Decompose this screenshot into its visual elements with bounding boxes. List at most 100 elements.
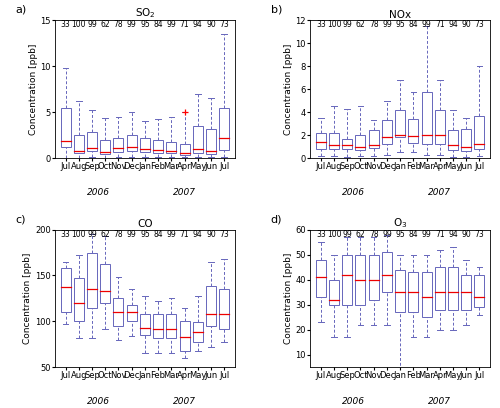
Text: 99: 99 <box>87 230 97 239</box>
Text: 2007: 2007 <box>428 397 452 406</box>
Y-axis label: Concentration [ppb]: Concentration [ppb] <box>28 44 38 135</box>
Text: 90: 90 <box>206 20 216 29</box>
Bar <box>219 289 229 329</box>
Bar <box>100 264 110 303</box>
Bar <box>422 272 432 317</box>
Bar <box>474 115 484 149</box>
Text: 100: 100 <box>72 20 86 29</box>
Title: CO: CO <box>137 219 152 229</box>
Bar <box>206 129 216 154</box>
Text: 99: 99 <box>127 230 136 239</box>
Text: 33: 33 <box>316 20 326 29</box>
Text: c): c) <box>16 214 26 224</box>
Text: 2006: 2006 <box>342 397 365 406</box>
Text: a): a) <box>16 5 26 15</box>
Bar <box>126 305 136 322</box>
Bar <box>408 272 418 312</box>
Bar <box>342 139 352 149</box>
Bar <box>368 255 378 299</box>
Bar <box>140 138 150 152</box>
Text: b): b) <box>270 5 282 15</box>
Text: 100: 100 <box>72 230 86 239</box>
Text: 62: 62 <box>356 230 366 239</box>
Text: 73: 73 <box>220 20 229 29</box>
Bar <box>329 133 339 149</box>
Text: 2007: 2007 <box>173 188 196 197</box>
Bar <box>140 314 150 335</box>
Text: 90: 90 <box>206 230 216 239</box>
Text: 73: 73 <box>474 230 484 239</box>
Text: 99: 99 <box>342 20 352 29</box>
Text: 2007: 2007 <box>428 188 452 197</box>
Text: 94: 94 <box>448 230 458 239</box>
Y-axis label: Concentration [ppb]: Concentration [ppb] <box>284 253 292 344</box>
Bar <box>408 119 418 143</box>
Bar <box>114 298 124 326</box>
Text: 100: 100 <box>327 230 342 239</box>
Text: 90: 90 <box>462 230 471 239</box>
Text: 95: 95 <box>395 20 405 29</box>
Bar <box>87 253 97 308</box>
Y-axis label: Concentration [ppb]: Concentration [ppb] <box>24 253 32 344</box>
Text: 99: 99 <box>87 20 97 29</box>
Bar <box>166 142 176 153</box>
Bar <box>461 275 471 310</box>
Bar <box>356 135 366 150</box>
Text: 71: 71 <box>180 230 190 239</box>
Text: 99: 99 <box>166 20 176 29</box>
Bar <box>422 91 432 144</box>
Text: 99: 99 <box>422 20 432 29</box>
Text: 84: 84 <box>408 230 418 239</box>
Text: 62: 62 <box>356 20 366 29</box>
Text: 33: 33 <box>316 230 326 239</box>
Title: O$_3$: O$_3$ <box>393 216 407 230</box>
Bar <box>206 286 216 326</box>
Text: 100: 100 <box>327 20 342 29</box>
Bar <box>316 259 326 297</box>
Bar <box>435 110 445 144</box>
Bar <box>461 129 471 151</box>
Bar <box>60 108 70 147</box>
Text: 78: 78 <box>114 20 124 29</box>
Bar <box>74 278 84 322</box>
Text: 78: 78 <box>369 20 378 29</box>
Bar <box>448 131 458 150</box>
Bar <box>153 140 163 153</box>
Bar <box>180 144 190 155</box>
Text: 73: 73 <box>474 20 484 29</box>
Bar <box>126 135 136 151</box>
Bar <box>74 135 84 153</box>
Text: 2006: 2006 <box>87 188 110 197</box>
Bar <box>192 322 203 341</box>
Text: 94: 94 <box>193 20 202 29</box>
Bar <box>342 255 352 305</box>
Bar <box>316 133 326 149</box>
Bar <box>60 268 70 312</box>
Bar <box>368 131 378 148</box>
Bar <box>395 270 405 312</box>
Text: 62: 62 <box>100 230 110 239</box>
Text: 99: 99 <box>166 230 176 239</box>
Text: 78: 78 <box>369 230 378 239</box>
Bar <box>153 314 163 338</box>
Text: d): d) <box>270 214 282 224</box>
Bar <box>382 252 392 292</box>
Bar <box>382 120 392 144</box>
Title: NOx: NOx <box>389 10 411 20</box>
Bar <box>448 267 458 310</box>
Text: 84: 84 <box>408 20 418 29</box>
Text: 78: 78 <box>114 230 124 239</box>
Bar <box>166 314 176 338</box>
Bar <box>192 126 203 153</box>
Bar <box>87 132 97 151</box>
Bar <box>474 275 484 307</box>
Bar <box>329 279 339 305</box>
Bar <box>219 108 229 150</box>
Text: 84: 84 <box>154 20 163 29</box>
Bar <box>100 140 110 154</box>
Text: 95: 95 <box>140 20 150 29</box>
Text: 99: 99 <box>342 230 352 239</box>
Text: 99: 99 <box>422 230 432 239</box>
Text: 94: 94 <box>193 230 202 239</box>
Text: 99: 99 <box>382 20 392 29</box>
